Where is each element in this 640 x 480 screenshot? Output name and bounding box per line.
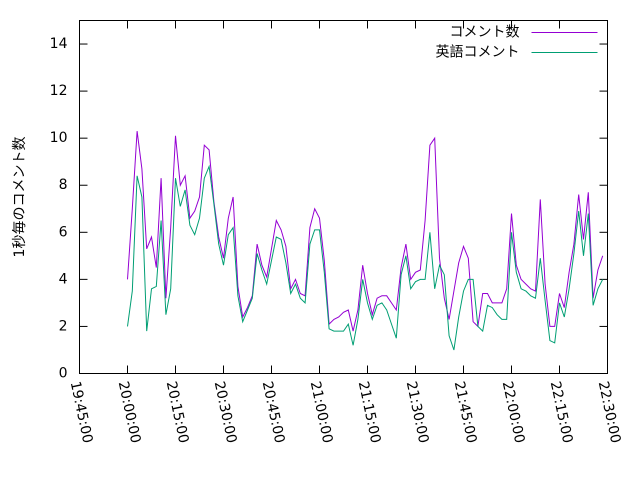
legend-label: コメント数 (450, 25, 520, 41)
y-tick-label: 0 (59, 366, 68, 382)
y-tick-label: 6 (59, 224, 68, 240)
y-tick-label: 12 (50, 83, 68, 99)
y-tick-label: 10 (50, 130, 68, 146)
y-tick-label: 4 (59, 271, 68, 287)
y-tick-label: 8 (59, 177, 68, 193)
plot-frame (79, 20, 608, 374)
data-line (127, 131, 604, 332)
y-tick-label: 2 (59, 318, 68, 334)
y-axis-label: 1秒毎のコメント数 (12, 137, 28, 258)
y-tick-label: 14 (50, 36, 68, 52)
legend-label: 英語コメント (436, 44, 520, 61)
data-line (127, 164, 604, 351)
